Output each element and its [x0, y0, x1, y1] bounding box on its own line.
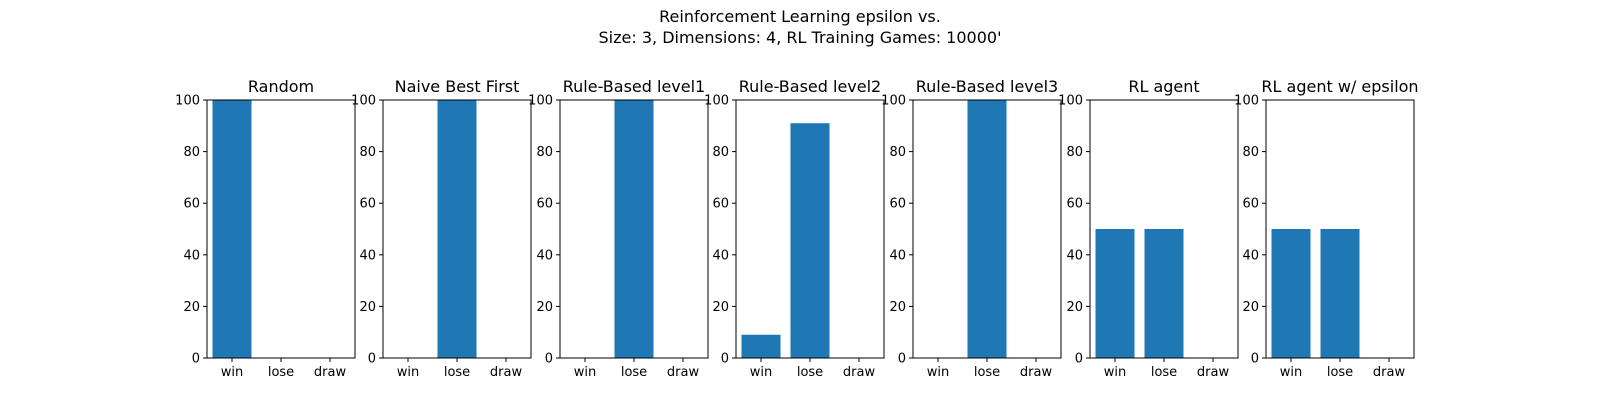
- x-tick-label: win: [927, 365, 949, 380]
- x-tick-label: lose: [444, 365, 470, 380]
- x-tick-label: win: [1104, 365, 1126, 380]
- subplot-title: RL agent: [1128, 77, 1199, 96]
- x-tick-label: draw: [1373, 365, 1406, 380]
- x-tick-label: win: [1280, 365, 1302, 380]
- bar-lose: [1320, 229, 1360, 358]
- y-tick-label: 100: [175, 94, 200, 109]
- axes-frame: [735, 99, 885, 359]
- y-tick-label: 60: [889, 197, 906, 212]
- x-tick-label: win: [397, 365, 419, 380]
- y-tick-label: 20: [712, 300, 729, 315]
- subplot-4: Rule-Based level2 win lose draw 0 20 40 60 80 100: [704, 77, 885, 380]
- x-tick-label: draw: [1020, 365, 1053, 380]
- subplot-1: Random win lose draw 0 20 40 60 80 100: [175, 77, 356, 380]
- x-tick-label: draw: [1197, 365, 1230, 380]
- y-tick-label: 100: [528, 94, 553, 109]
- x-tick-label: win: [221, 365, 243, 380]
- subplot-title: Naive Best First: [395, 77, 520, 96]
- axes-frame: [1089, 99, 1239, 359]
- y-tick-label: 0: [192, 352, 200, 367]
- x-tick-label: win: [574, 365, 596, 380]
- y-tick-label: 20: [183, 300, 200, 315]
- subplot-5: Rule-Based level3 win lose draw 0 20 40 60 80 100: [881, 77, 1062, 380]
- x-tick-label: draw: [843, 365, 876, 380]
- y-tick-label: 100: [1234, 94, 1259, 109]
- x-tick-label: draw: [490, 365, 523, 380]
- figure-title-line1: Reinforcement Learning epsilon vs.: [659, 7, 941, 26]
- x-tick-label: lose: [797, 365, 823, 380]
- y-tick-label: 20: [359, 300, 376, 315]
- bar-win: [212, 100, 252, 358]
- y-tick-label: 100: [351, 94, 376, 109]
- x-tick-label: lose: [1151, 365, 1177, 380]
- axes-frame: [206, 99, 356, 359]
- subplot-title: Rule-Based level2: [739, 77, 881, 96]
- y-tick-label: 80: [183, 145, 200, 160]
- subplot-title: RL agent w/ epsilon: [1261, 77, 1418, 96]
- bar-win: [741, 334, 781, 358]
- axes-frame: [559, 99, 709, 359]
- subplot-title: Rule-Based level3: [916, 77, 1058, 96]
- subplot-title: Random: [248, 77, 314, 96]
- y-tick-label: 80: [536, 145, 553, 160]
- x-tick-label: lose: [268, 365, 294, 380]
- y-tick-label: 40: [712, 248, 729, 263]
- x-tick-label: lose: [1327, 365, 1353, 380]
- y-tick-label: 60: [1242, 197, 1259, 212]
- x-tick-label: win: [750, 365, 772, 380]
- y-tick-label: 100: [1058, 94, 1083, 109]
- y-tick-label: 80: [1066, 145, 1083, 160]
- y-tick-label: 0: [721, 352, 729, 367]
- x-tick-label: draw: [667, 365, 700, 380]
- axes-frame: [382, 99, 532, 359]
- x-tick-label: lose: [974, 365, 1000, 380]
- y-tick-label: 0: [1075, 352, 1083, 367]
- y-tick-label: 60: [359, 197, 376, 212]
- x-tick-label: lose: [621, 365, 647, 380]
- y-tick-label: 60: [183, 197, 200, 212]
- y-tick-label: 40: [183, 248, 200, 263]
- bar-win: [1271, 229, 1311, 358]
- bar-lose: [790, 123, 830, 358]
- y-tick-label: 20: [889, 300, 906, 315]
- y-tick-label: 100: [881, 94, 906, 109]
- y-tick-label: 20: [1242, 300, 1259, 315]
- y-tick-label: 60: [536, 197, 553, 212]
- y-tick-label: 80: [712, 145, 729, 160]
- bar-lose: [967, 100, 1007, 358]
- subplot-2: Naive Best First win lose draw 0 20 40 60 80 100: [351, 77, 532, 380]
- y-tick-label: 0: [1251, 352, 1259, 367]
- axes-frame: [912, 99, 1062, 359]
- subplot-6: RL agent win lose draw 0 20 40 60 80 100: [1058, 77, 1239, 380]
- axes-frame: [1265, 99, 1415, 359]
- subplot-3: Rule-Based level1 win lose draw 0 20 40 60 80 100: [528, 77, 709, 380]
- bar-win: [1095, 229, 1135, 358]
- y-tick-label: 40: [1066, 248, 1083, 263]
- y-tick-label: 40: [1242, 248, 1259, 263]
- x-tick-label: draw: [314, 365, 347, 380]
- y-tick-label: 0: [898, 352, 906, 367]
- y-tick-label: 40: [889, 248, 906, 263]
- subplot-title: Rule-Based level1: [563, 77, 705, 96]
- y-tick-label: 40: [359, 248, 376, 263]
- y-tick-label: 80: [1242, 145, 1259, 160]
- bar-lose: [1144, 229, 1184, 358]
- y-tick-label: 60: [712, 197, 729, 212]
- y-tick-label: 80: [889, 145, 906, 160]
- y-tick-label: 0: [545, 352, 553, 367]
- y-tick-label: 20: [536, 300, 553, 315]
- subplot-7: RL agent w/ epsilon win lose draw 0 20 40 60 80 1…: [1234, 77, 1418, 380]
- y-tick-label: 40: [536, 248, 553, 263]
- bar-lose: [437, 100, 477, 358]
- y-tick-label: 0: [368, 352, 376, 367]
- y-tick-label: 60: [1066, 197, 1083, 212]
- y-tick-label: 20: [1066, 300, 1083, 315]
- figure-title-line2: Size: 3, Dimensions: 4, RL Training Game…: [599, 28, 1002, 47]
- bar-lose: [614, 100, 654, 358]
- y-tick-label: 80: [359, 145, 376, 160]
- y-tick-label: 100: [704, 94, 729, 109]
